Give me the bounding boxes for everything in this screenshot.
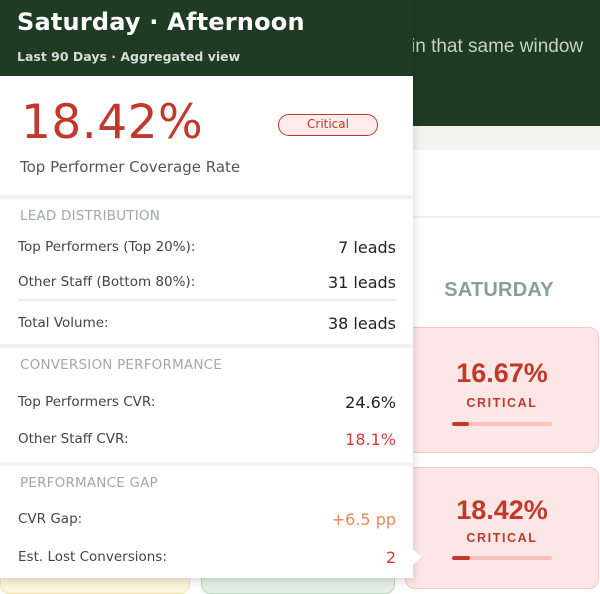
cell-tooltip: Saturday · Afternoon Last 90 Days · Aggr… <box>0 0 413 578</box>
top-performers-cvr-value: 24.6% <box>345 393 396 412</box>
tooltip-title: Saturday · Afternoon <box>17 8 305 36</box>
top-performers-leads-label: Top Performers (Top 20%): <box>18 239 196 255</box>
section-divider <box>0 344 413 348</box>
row-divider <box>18 299 396 301</box>
heatmap-cell-active[interactable]: 18.42% CRITICAL <box>405 467 599 589</box>
cell-value: 16.67% <box>456 358 548 388</box>
section-divider <box>0 195 413 199</box>
tooltip-pointer <box>412 548 421 566</box>
top-performers-leads-value: 7 leads <box>338 238 396 257</box>
other-staff-leads-label: Other Staff (Bottom 80%): <box>18 274 196 290</box>
tooltip-header: Saturday · Afternoon Last 90 Days · Aggr… <box>0 0 413 76</box>
cell-status: CRITICAL <box>466 396 538 410</box>
total-volume-label: Total Volume: <box>18 315 109 331</box>
cell-status: CRITICAL <box>466 531 538 545</box>
day-column-label: SATURDAY <box>444 279 554 301</box>
cell-progress-bar <box>452 556 552 560</box>
section-heading-lead-distribution: LEAD DISTRIBUTION <box>20 208 161 224</box>
cell-progress-fill <box>452 556 471 560</box>
cvr-gap-label: CVR Gap: <box>18 511 83 527</box>
other-staff-cvr-value: 18.1% <box>345 430 396 449</box>
lost-conversions-label: Est. Lost Conversions: <box>18 549 167 565</box>
total-volume-value: 38 leads <box>327 314 396 333</box>
cell-value: 18.42% <box>456 495 548 525</box>
cell-progress-fill <box>452 422 469 426</box>
section-heading-conversion-performance: CONVERSION PERFORMANCE <box>20 357 223 373</box>
cell-progress-bar <box>452 422 552 426</box>
status-badge: Critical <box>278 114 378 136</box>
tooltip-subtitle: Last 90 Days · Aggregated view <box>17 49 241 64</box>
other-staff-leads-value: 31 leads <box>327 273 396 292</box>
coverage-rate-value: 18.42% <box>21 95 204 150</box>
cvr-gap-value: +6.5 pp <box>331 510 396 529</box>
other-staff-cvr-label: Other Staff CVR: <box>18 431 129 447</box>
heatmap-cell[interactable]: 16.67% CRITICAL <box>405 327 599 453</box>
coverage-rate-label: Top Performer Coverage Rate <box>20 158 241 176</box>
top-performers-cvr-label: Top Performers CVR: <box>18 394 156 410</box>
section-heading-performance-gap: PERFORMANCE GAP <box>20 475 158 491</box>
lost-conversions-value: 2 <box>385 548 396 567</box>
dashboard-header-text: in that same window <box>411 36 584 57</box>
section-divider <box>0 462 413 466</box>
